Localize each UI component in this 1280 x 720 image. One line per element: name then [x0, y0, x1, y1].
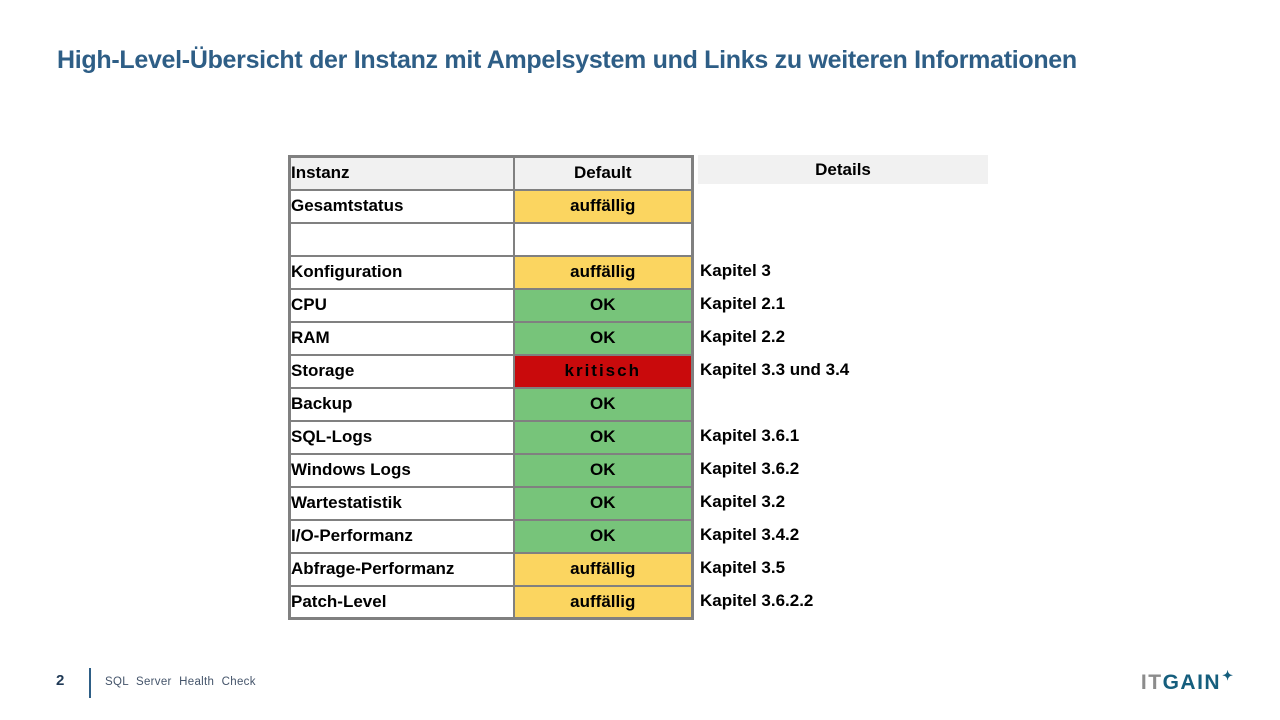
logo-text-gain: GAIN	[1162, 671, 1222, 694]
table-row: I/O-Performanz OK	[288, 518, 694, 554]
instanz-cell: RAM	[288, 320, 515, 356]
detail-chapter-link[interactable]: Kapitel 3.6.2.2	[700, 591, 814, 610]
instanz-cell: Patch-Level	[288, 584, 515, 620]
star-icon: ✦	[1222, 668, 1233, 683]
table-row	[288, 221, 694, 257]
detail-chapter-link[interactable]: Kapitel 3.3 und 3.4	[700, 360, 850, 379]
details-column-rows: Kapitel 3 Kapitel 2.1 Kapitel 2.2 Kapitel 3…	[698, 188, 988, 617]
footer-label: SQL Server Health Check	[105, 676, 256, 688]
status-cell: OK	[512, 485, 694, 521]
table-row: Gesamtstatus auffällig	[288, 188, 694, 224]
table-row: Abfrage-Performanz auffällig	[288, 551, 694, 587]
detail-chapter-link[interactable]: Kapitel 3.4.2	[700, 525, 800, 544]
instanz-cell: Wartestatistik	[288, 485, 515, 521]
table-header-row: Instanz Default	[288, 155, 694, 191]
detail-chapter-link[interactable]: Kapitel 3.6.2	[700, 459, 800, 478]
status-cell	[512, 221, 694, 257]
table-row: CPU OK	[288, 287, 694, 323]
status-cell: auffällig	[512, 188, 694, 224]
status-cell: OK	[512, 518, 694, 554]
table-row: Windows Logs OK	[288, 452, 694, 488]
table-row: Patch-Level auffällig	[288, 584, 694, 620]
detail-empty	[698, 188, 988, 221]
page-title: High-Level-Übersicht der Instanz mit Amp…	[57, 46, 1077, 74]
table-row: Backup OK	[288, 386, 694, 422]
page-number: 2	[56, 672, 65, 689]
health-table-body: Gesamtstatus auffällig Konfiguration auffäl…	[288, 188, 694, 620]
status-cell: OK	[512, 386, 694, 422]
status-cell: auffällig	[512, 551, 694, 587]
logo-text-it: IT	[1140, 671, 1163, 694]
detail-empty	[698, 386, 988, 419]
column-header-default: Default	[512, 155, 694, 191]
instanz-cell: Abfrage-Performanz	[288, 551, 515, 587]
footer-divider	[89, 668, 91, 698]
status-cell: OK	[512, 419, 694, 455]
status-cell: OK	[512, 287, 694, 323]
table-row: SQL-Logs OK	[288, 419, 694, 455]
detail-chapter-link[interactable]: Kapitel 2.1	[700, 294, 786, 313]
status-cell: OK	[512, 452, 694, 488]
table-row: Wartestatistik OK	[288, 485, 694, 521]
instanz-cell	[288, 221, 515, 257]
column-header-instanz: Instanz	[288, 155, 515, 191]
instanz-cell: I/O-Performanz	[288, 518, 515, 554]
instanz-cell: Gesamtstatus	[288, 188, 515, 224]
health-status-table: Instanz Default Gesamtstatus auffällig Kon…	[288, 155, 694, 620]
status-cell: OK	[512, 320, 694, 356]
detail-chapter-link[interactable]: Kapitel 3	[700, 261, 771, 280]
status-cell: auffällig	[512, 254, 694, 290]
detail-chapter-link[interactable]: Kapitel 3.6.1	[700, 426, 800, 445]
status-cell: kritisch	[512, 353, 694, 389]
detail-chapter-link[interactable]: Kapitel 3.5	[700, 558, 786, 577]
column-header-details: Details	[698, 155, 988, 184]
itgain-logo: ITGAIN✦	[1141, 668, 1233, 695]
instanz-cell: SQL-Logs	[288, 419, 515, 455]
instanz-cell: CPU	[288, 287, 515, 323]
status-cell: auffällig	[512, 584, 694, 620]
detail-empty	[698, 221, 988, 254]
instanz-cell: Windows Logs	[288, 452, 515, 488]
table-row: Konfiguration auffällig	[288, 254, 694, 290]
instanz-cell: Storage	[288, 353, 515, 389]
detail-chapter-link[interactable]: Kapitel 2.2	[700, 327, 786, 346]
instanz-cell: Backup	[288, 386, 515, 422]
instanz-cell: Konfiguration	[288, 254, 515, 290]
detail-chapter-link[interactable]: Kapitel 3.2	[700, 492, 786, 511]
table-row: RAM OK	[288, 320, 694, 356]
details-column: Details Kapitel 3 Kapitel 2.1 Kapitel 2.2 K…	[698, 155, 988, 617]
table-row: Storage kritisch	[288, 353, 694, 389]
